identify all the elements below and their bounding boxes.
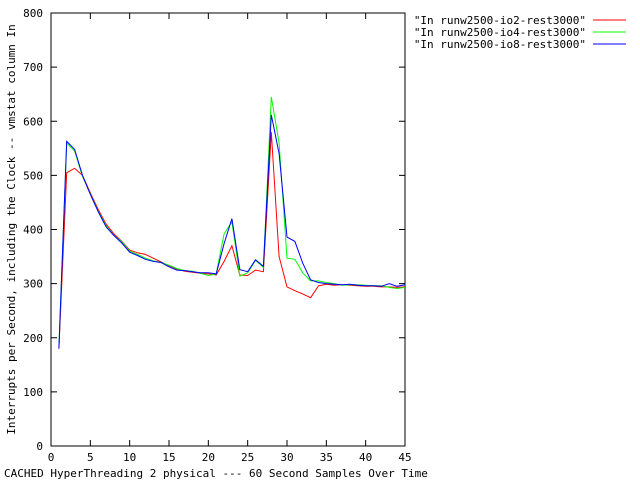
y-tick-label: 600 [23,115,43,128]
legend: "In runw2500-io2-rest3000""In runw2500-i… [414,14,626,51]
x-tick-label: 20 [202,451,215,464]
series-lines [58,96,406,349]
x-tick-label: 0 [48,451,55,464]
legend-entry-label: "In runw2500-io8-rest3000" [414,38,586,51]
y-axis-ticks: 0 100 200 300 400 500 600 700 800 [23,7,405,453]
y-tick-label: 100 [23,386,43,399]
x-tick-label: 15 [162,451,175,464]
y-axis-label: Interrupts per Second, including the Clo… [5,24,18,435]
y-tick-label: 500 [23,169,43,182]
x-tick-label: 45 [398,451,411,464]
y-tick-label: 400 [23,224,43,237]
legend-entry-label: "In runw2500-io2-rest3000" [414,14,586,27]
x-axis-label: CACHED HyperThreading 2 physical --- 60 … [4,467,428,480]
x-tick-label: 5 [87,451,94,464]
series-line-1 [58,132,406,349]
x-tick-label: 30 [280,451,293,464]
y-tick-label: 0 [36,440,43,453]
y-tick-label: 700 [23,61,43,74]
x-tick-label: 40 [359,451,372,464]
series-line-3 [58,114,406,349]
y-tick-label: 200 [23,332,43,345]
x-tick-label: 25 [241,451,254,464]
x-tick-label: 35 [320,451,333,464]
y-tick-label: 800 [23,7,43,20]
x-tick-label: 10 [123,451,136,464]
legend-entry-label: "In runw2500-io4-rest3000" [414,26,586,39]
y-tick-label: 300 [23,278,43,291]
x-axis-ticks: 0 5 10 15 20 25 30 35 40 45 [48,13,412,464]
